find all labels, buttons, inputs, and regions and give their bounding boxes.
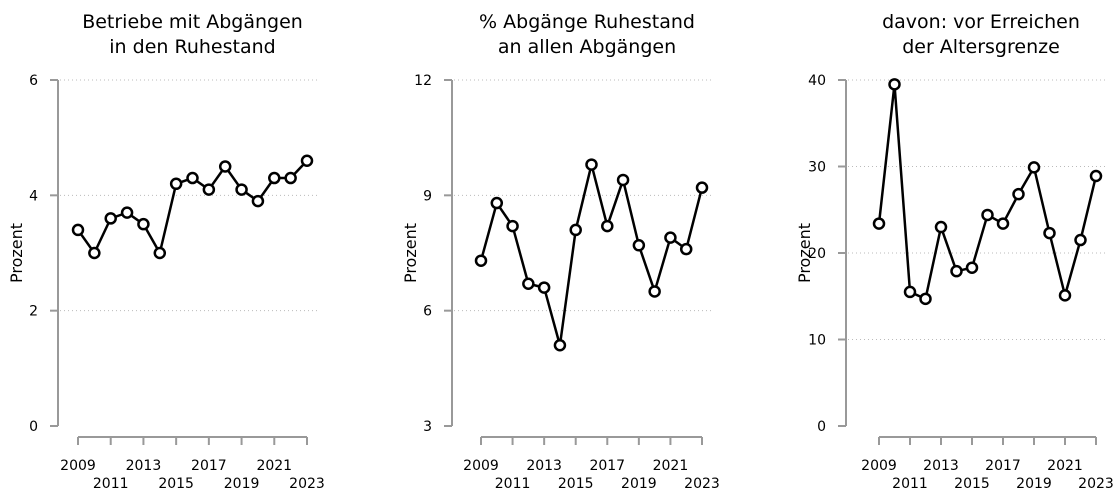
y-axis-label: Prozent: [401, 223, 420, 283]
x-tick-label: 2023: [1078, 476, 1114, 491]
x-tick-label: 2019: [224, 476, 260, 491]
marker: [235, 183, 248, 196]
x-tick-label: 2019: [621, 476, 657, 491]
x-tick-label: 2009: [60, 458, 96, 474]
marker: [284, 171, 297, 185]
marker: [251, 194, 265, 208]
marker: [506, 219, 519, 233]
marker: [679, 242, 693, 256]
marker: [1058, 289, 1072, 302]
y-tick-label: 9: [423, 188, 432, 204]
x-tick-label: 2013: [923, 458, 959, 474]
marker: [601, 219, 614, 233]
marker: [632, 239, 646, 252]
marker: [569, 223, 582, 237]
y-tick-label: 6: [423, 304, 432, 320]
x-tick-label: 2017: [985, 458, 1021, 474]
x-tick-label: 2011: [495, 476, 531, 491]
x-tick-label: 2011: [892, 476, 928, 491]
marker: [1074, 233, 1087, 247]
marker: [996, 217, 1010, 230]
y-tick-label: 4: [29, 188, 38, 204]
marker: [202, 183, 216, 196]
y-tick-label: 3: [423, 419, 432, 435]
marker: [537, 281, 551, 294]
marker: [218, 160, 232, 173]
marker: [965, 261, 979, 274]
marker: [903, 285, 917, 299]
x-tick-label: 2023: [684, 476, 720, 491]
y-tick-label: 12: [414, 73, 432, 89]
x-tick-label: 2009: [463, 458, 499, 474]
marker: [474, 254, 488, 267]
chart-title: davon: vor Erreichen: [882, 11, 1080, 33]
marker: [186, 171, 199, 185]
chart-title: in den Ruhestand: [109, 36, 275, 58]
x-tick-label: 2011: [93, 476, 129, 491]
marker: [919, 292, 932, 306]
marker: [88, 246, 101, 260]
x-tick-label: 2009: [861, 458, 897, 474]
marker: [981, 208, 994, 222]
line: [877, 83, 1098, 301]
marker: [934, 220, 948, 234]
y-axis-label: Prozent: [795, 223, 814, 283]
marker: [585, 158, 598, 171]
marker: [522, 277, 535, 291]
marker: [553, 339, 567, 352]
y-tick-label: 20: [808, 246, 826, 262]
x-tick-label: 2015: [954, 476, 990, 491]
marker: [1012, 187, 1025, 201]
x-tick-label: 2013: [126, 458, 162, 474]
marker: [695, 181, 709, 194]
marker: [71, 223, 85, 237]
chart-title: der Altersgrenze: [902, 36, 1060, 58]
marker: [616, 173, 630, 187]
chart-title: an allen Abgängen: [498, 36, 676, 58]
y-tick-label: 10: [808, 333, 826, 349]
line: [479, 163, 704, 347]
marker: [153, 246, 167, 260]
x-tick-label: 2017: [589, 458, 625, 474]
marker: [872, 217, 886, 230]
y-axis-label: Prozent: [7, 223, 26, 283]
x-tick-label: 2021: [1047, 458, 1083, 474]
marker: [120, 206, 134, 219]
marker: [169, 177, 183, 191]
x-tick-label: 2021: [653, 458, 689, 474]
x-tick-label: 2019: [1016, 476, 1052, 491]
x-tick-label: 2017: [191, 458, 227, 474]
y-tick-label: 0: [817, 419, 826, 435]
y-tick-label: 30: [808, 160, 826, 176]
marker: [490, 196, 504, 210]
marker: [268, 171, 281, 185]
marker: [1027, 161, 1041, 174]
x-tick-label: 2021: [256, 458, 292, 474]
y-tick-label: 0: [29, 419, 38, 435]
x-tick-label: 2013: [526, 458, 562, 474]
y-tick-label: 2: [29, 304, 38, 320]
marker: [888, 78, 901, 91]
marker: [1043, 226, 1056, 240]
chart-title: Betriebe mit Abgängen: [82, 11, 303, 33]
marker: [104, 212, 117, 225]
x-tick-label: 2023: [289, 476, 325, 491]
y-tick-label: 40: [808, 73, 826, 89]
marker: [950, 264, 963, 278]
y-tick-label: 6: [29, 73, 38, 89]
marker: [664, 231, 677, 244]
marker: [648, 285, 661, 298]
x-tick-label: 2015: [158, 476, 194, 491]
x-tick-label: 2015: [558, 476, 594, 491]
chart-title: % Abgänge Ruhestand: [479, 11, 695, 33]
marker: [1089, 169, 1103, 183]
marker: [137, 217, 150, 231]
marker: [300, 154, 314, 167]
